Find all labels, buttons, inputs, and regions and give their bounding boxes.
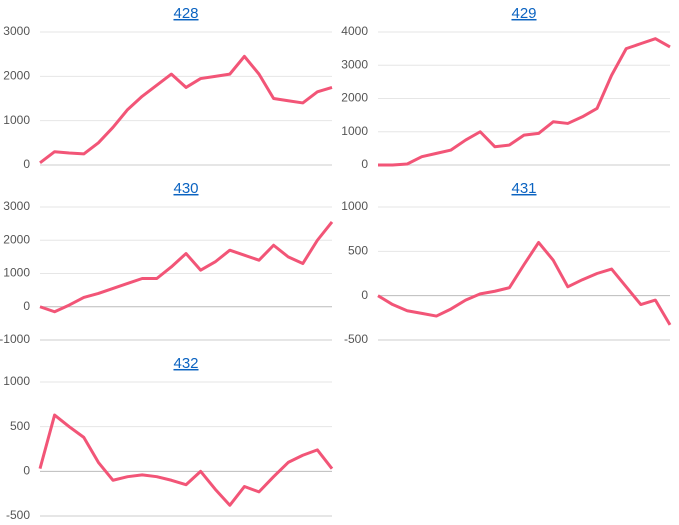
y-tick-label: 500 [348, 244, 368, 258]
data-line [39, 221, 334, 314]
y-tick-label: 1000 [341, 199, 368, 213]
y-tick-label: 4000 [341, 24, 368, 38]
y-tick-label: 0 [361, 157, 368, 171]
y-tick-label: 1000 [341, 124, 368, 138]
y-tick-label: 2000 [341, 91, 368, 105]
y-tick-label: 0 [23, 464, 30, 478]
y-tick-label: 2000 [3, 69, 30, 83]
y-tick-label: 2000 [3, 232, 30, 246]
y-tick-label: 3000 [3, 24, 30, 38]
data-line [38, 413, 334, 507]
chart-title[interactable]: 432 [173, 355, 198, 372]
chart-title[interactable]: 428 [173, 5, 198, 22]
y-tick-label: 1000 [3, 266, 30, 280]
y-tick-label: 1000 [3, 374, 30, 388]
chart-title[interactable]: 430 [173, 180, 198, 197]
y-tick-label: 0 [23, 299, 30, 313]
data-line [39, 54, 333, 164]
data-line [378, 37, 671, 167]
y-tick-label: -500 [344, 332, 368, 346]
y-tick-label: 1000 [3, 113, 30, 127]
data-line [377, 240, 672, 326]
y-tick-label: 0 [361, 288, 368, 302]
y-tick-label: 500 [10, 419, 30, 433]
chart-title[interactable]: 431 [511, 180, 536, 197]
y-tick-label: -1000 [0, 332, 30, 346]
y-tick-label: 3000 [3, 199, 30, 213]
y-tick-label: 3000 [341, 57, 368, 71]
chart-title[interactable]: 429 [511, 5, 536, 22]
y-tick-label: 0 [23, 157, 30, 171]
y-tick-label: -500 [6, 508, 30, 522]
